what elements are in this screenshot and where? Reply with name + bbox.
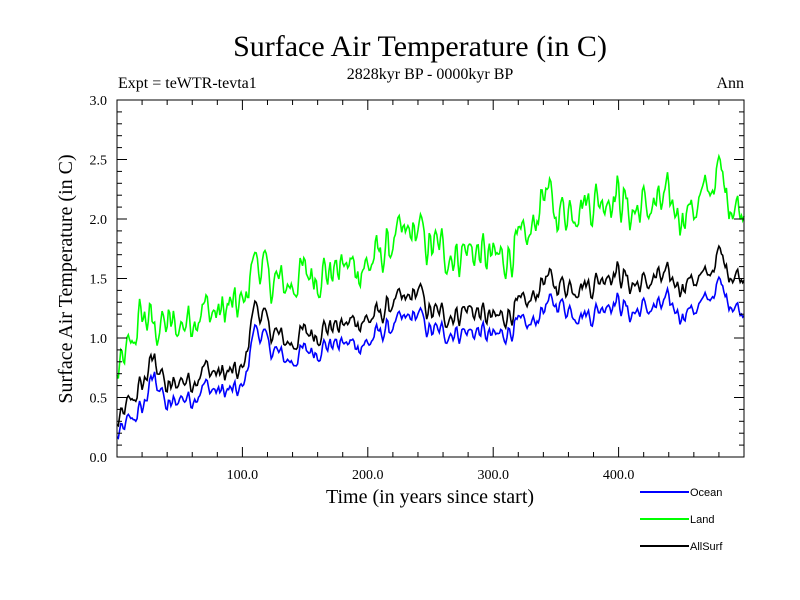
y-axis-label: Surface Air Temperature (in C) — [55, 154, 77, 403]
series-line-land — [116, 153, 745, 379]
plot-frame — [116, 99, 745, 458]
legend-item-land: Land — [640, 514, 714, 526]
legend-item-allsurf: AllSurf — [640, 541, 723, 553]
season-label: Ann — [716, 75, 744, 92]
series-line-ocean — [116, 275, 745, 440]
y-tick-label: 2.5 — [90, 154, 108, 169]
series-layer — [116, 153, 745, 440]
y-tick-label: 0.0 — [90, 451, 108, 466]
x-tick-label: 400.0 — [603, 468, 635, 483]
x-axis-label: Time (in years since start) — [326, 486, 534, 508]
legend-item-ocean: Ocean — [640, 487, 722, 499]
legend-label: Land — [690, 514, 714, 526]
x-tick-label: 200.0 — [352, 468, 384, 483]
x-tick-label: 100.0 — [227, 468, 259, 483]
y-tick-label: 1.5 — [90, 273, 108, 288]
legend-label: AllSurf — [690, 541, 723, 553]
series-line-allsurf — [116, 244, 745, 428]
y-tick-label: 2.0 — [90, 213, 108, 228]
legend: Ocean Land AllSurf — [640, 487, 723, 553]
axes-layer: 100.0 200.0 300.0 400.0 0.0 0.5 1.0 1.5 2.0 2.5 3.… — [90, 94, 745, 483]
chart-subtitle: 2828kyr BP - 0000kyr BP — [347, 66, 514, 83]
y-tick-label: 0.5 — [90, 392, 108, 407]
y-tick-label: 1.0 — [90, 332, 108, 347]
legend-label: Ocean — [690, 487, 722, 499]
x-tick-label: 300.0 — [477, 468, 509, 483]
y-tick-label: 3.0 — [90, 94, 108, 109]
expt-label: Expt = teWTR-tevta1 — [118, 75, 257, 92]
chart-title: Surface Air Temperature (in C) — [233, 30, 607, 63]
